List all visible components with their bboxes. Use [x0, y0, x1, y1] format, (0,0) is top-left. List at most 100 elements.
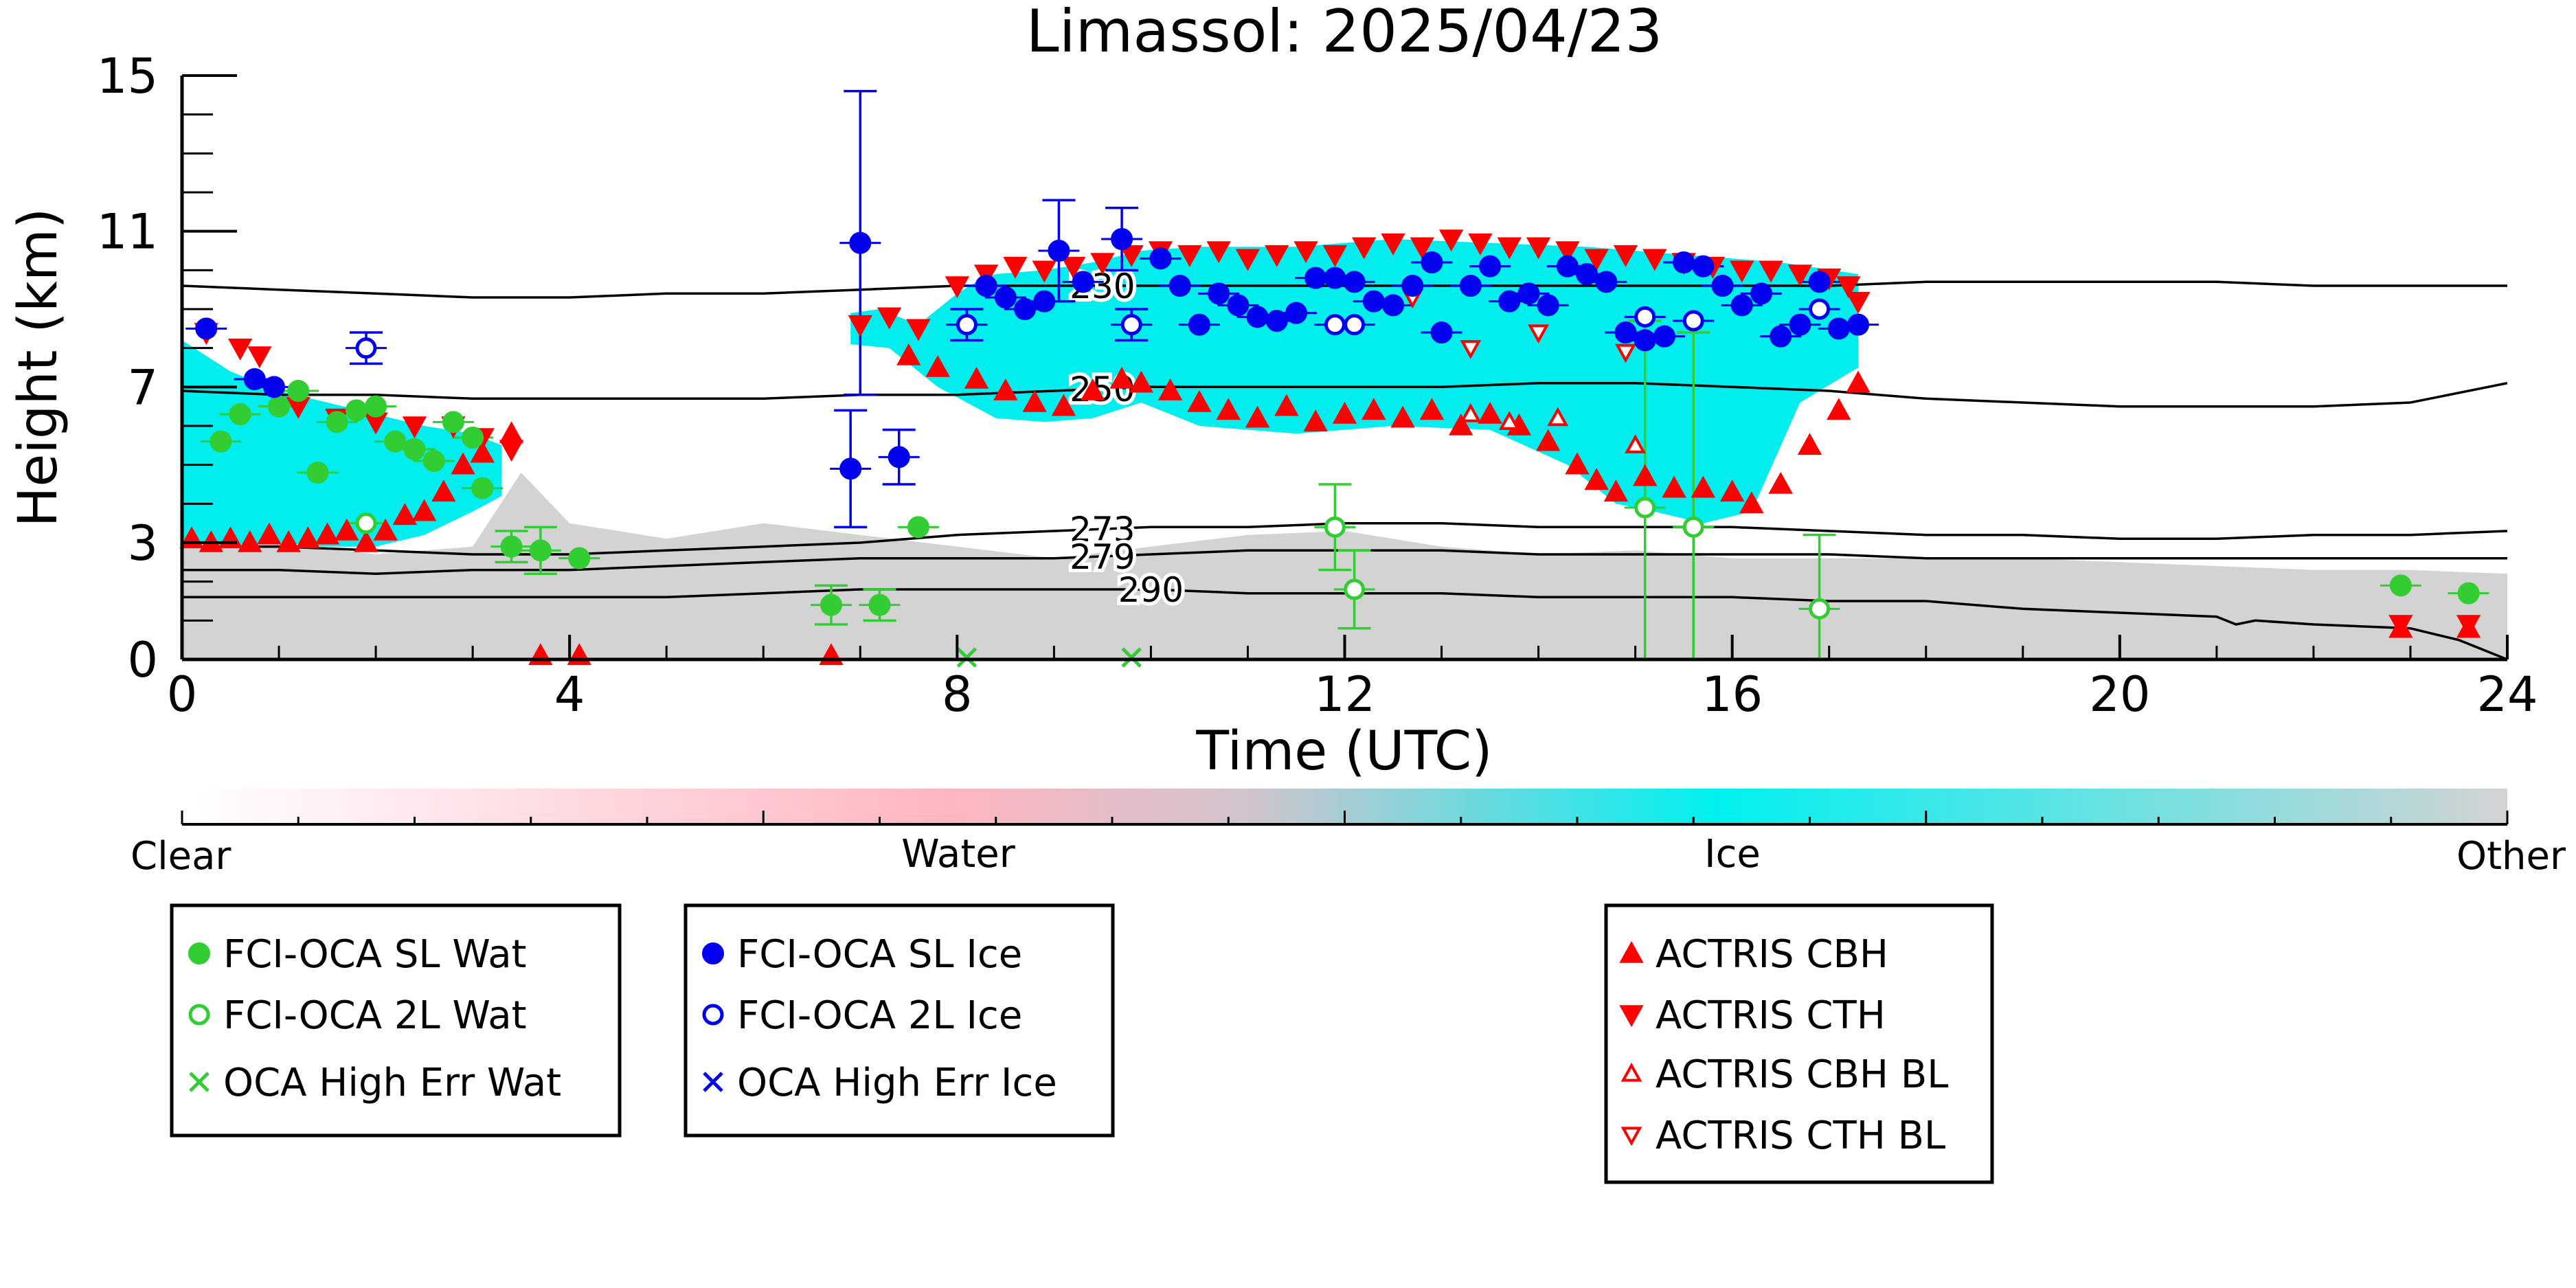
legend-label: FCI-OCA SL Ice	[737, 932, 1022, 977]
point-fci-oca-2l-wat	[1324, 516, 1346, 538]
point-actris-cth	[402, 416, 427, 439]
point-actris-cbh	[1362, 398, 1386, 420]
point-actris-cth	[1526, 237, 1551, 260]
contour-label-290: 290	[1118, 570, 1184, 610]
point-actris-cth	[1061, 256, 1086, 279]
y-axis-label: Height (km)	[8, 208, 69, 528]
point-actris-cth	[2388, 615, 2413, 637]
colorbar-label-other: Other	[2456, 834, 2566, 879]
y-tick-label: 3	[127, 515, 158, 572]
point-fci-oca-sl-ice	[1362, 290, 1385, 313]
point-actris-cth	[1787, 264, 1813, 287]
ticks: 0 4 8 12 16 20 24 0 3 7 11 15	[97, 48, 2538, 723]
point-fci-oca-sl-wat	[529, 539, 552, 562]
point-actris-cbh	[896, 343, 921, 365]
point-actris-cth	[1381, 233, 1405, 256]
point-actris-cbh	[431, 479, 456, 502]
point-actris-cbh	[276, 530, 301, 552]
point-actris-cbh	[925, 354, 950, 377]
point-actris-cth	[1730, 260, 1754, 283]
point-actris-cth	[1322, 245, 1348, 267]
legend-box	[170, 903, 622, 1138]
point-fci-oca-sl-ice	[1576, 263, 1598, 285]
point-actris-cbh	[499, 421, 524, 444]
point-actris-cth-bl	[1460, 340, 1482, 359]
point-actris-cbh	[238, 530, 262, 552]
point-fci-oca-sl-ice	[1430, 321, 1453, 343]
legend-entry: FCI-OCA SL Wat	[188, 932, 527, 977]
point-fci-oca-sl-ice	[1556, 255, 1579, 278]
point-actris-cbh	[1603, 479, 1629, 502]
point-fci-oca-sl-ice	[1382, 294, 1405, 317]
ice-cloud-region	[850, 239, 1858, 523]
point-actris-cth	[1003, 256, 1028, 279]
point-fci-oca-2l-wat	[1809, 598, 1831, 620]
legend-marker	[189, 1072, 210, 1092]
point-actris-cbh	[1081, 378, 1105, 400]
point-actris-cbh	[1739, 491, 1764, 514]
point-actris-cth	[1235, 249, 1261, 271]
legend-water: FCI-OCA SL Wat FCI-OCA 2L Wat OCA High E…	[170, 903, 622, 1138]
point-actris-cth	[1555, 241, 1580, 264]
point-fci-oca-2l-ice	[1809, 298, 1831, 320]
legend-marker-symbol	[1619, 1005, 1644, 1028]
point-actris-cbh	[373, 518, 398, 541]
legend-marker	[1619, 940, 1644, 963]
point-fci-oca-sl-ice	[1479, 255, 1502, 278]
legend-marker	[702, 942, 724, 964]
point-fci-oca-sl-wat	[422, 450, 445, 472]
point-fci-oca-sl-wat	[2389, 574, 2412, 597]
point-actris-cbh	[964, 366, 989, 389]
x-tick-label: 8	[942, 666, 973, 723]
point-fci-oca-2l-wat	[355, 512, 377, 534]
point-actris-cbh	[1662, 475, 1686, 498]
point-actris-cth	[1352, 237, 1377, 260]
point-fci-oca-2l-wat	[1634, 497, 1656, 519]
legend-marker-symbol	[1620, 1127, 1642, 1146]
point-fci-oca-sl-ice	[1227, 294, 1250, 317]
point-actris-cbh	[1768, 471, 1793, 494]
point-actris-cth-bl	[1615, 343, 1636, 363]
point-fci-oca-sl-ice	[1265, 310, 1288, 332]
point-fci-oca-sl-wat	[229, 403, 251, 425]
point-oca-high-err-wat	[1121, 647, 1142, 668]
point-actris-cbh	[1187, 389, 1212, 412]
point-fci-oca-sl-ice	[1634, 329, 1656, 352]
legend-entry: ACTRIS CBH	[1619, 932, 1888, 977]
point-fci-oca-sl-ice	[262, 376, 285, 398]
contour-label-279: 279	[1070, 537, 1135, 577]
point-fci-oca-sl-wat	[868, 594, 891, 616]
point-actris-cbh	[1633, 464, 1658, 486]
point-fci-oca-sl-wat	[403, 438, 426, 460]
legend-marker-symbol	[188, 942, 210, 964]
point-fci-oca-sl-ice	[1111, 228, 1133, 250]
point-fci-oca-sl-wat	[365, 395, 387, 418]
point-actris-cbh-bl	[1625, 434, 1647, 453]
legend-label: ACTRIS CBH	[1656, 932, 1888, 977]
legend-marker-symbol	[702, 942, 724, 964]
colorbar-label-water: Water	[901, 832, 1016, 877]
point-actris-cbh	[1390, 405, 1415, 428]
point-fci-oca-2l-wat	[1344, 578, 1366, 600]
contour-label-250: 250	[1070, 370, 1135, 409]
legend-label: OCA High Err Wat	[223, 1061, 561, 1105]
other-cloud-region	[182, 473, 2507, 659]
x-tick-label: 24	[2476, 666, 2538, 723]
point-actris-cbh	[315, 522, 340, 545]
legend-marker	[1620, 1062, 1642, 1082]
point-actris-cbh	[257, 522, 282, 545]
point-actris-cbh	[1274, 394, 1299, 416]
point-actris-cth	[1584, 249, 1609, 271]
point-fci-oca-sl-ice	[994, 286, 1017, 308]
point-fci-oca-sl-ice	[1692, 255, 1715, 278]
point-actris-cbh	[392, 503, 418, 526]
point-fci-oca-sl-ice	[888, 446, 910, 468]
x-tick-label: 0	[167, 666, 198, 723]
x-tick-label: 12	[1314, 666, 1375, 723]
point-actris-cbh	[1129, 370, 1154, 393]
point-fci-oca-sl-ice	[1246, 306, 1269, 328]
point-actris-cth	[1846, 291, 1871, 314]
point-actris-cth	[1090, 253, 1115, 275]
legend-entry: ACTRIS CTH	[1619, 993, 1886, 1038]
